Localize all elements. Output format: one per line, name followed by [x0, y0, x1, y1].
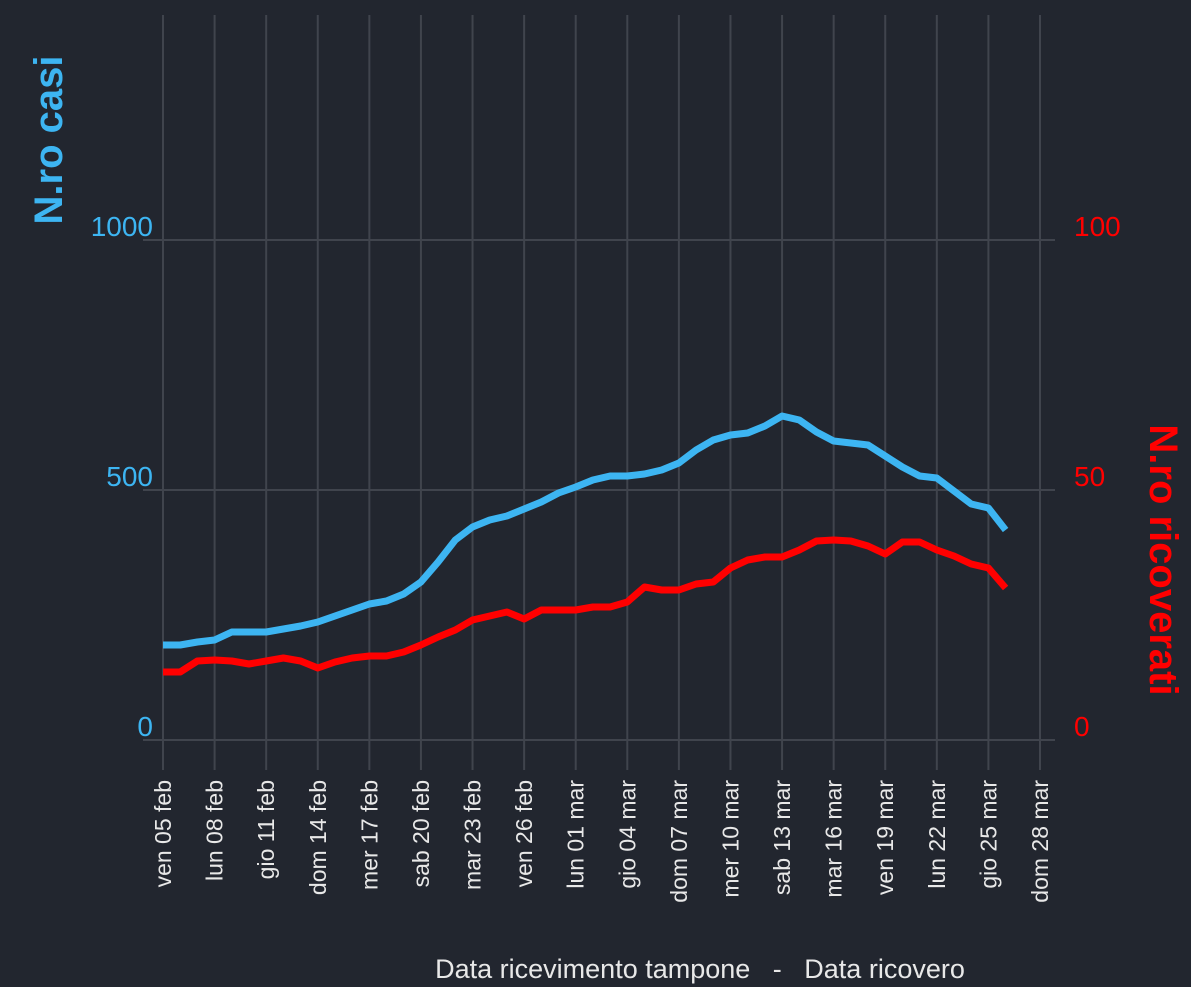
y2-tick-label: 0	[1074, 711, 1090, 742]
x-tick-label: ven 05 feb	[150, 780, 176, 887]
x-tick-label: gio 04 mar	[614, 780, 640, 889]
x-tick-label: gio 11 feb	[253, 780, 279, 879]
y-tick-label: 0	[137, 711, 153, 742]
x-tick-label: ven 19 mar	[872, 780, 898, 895]
y-axis-title: N.ro casi	[27, 56, 71, 225]
x-tick-label: dom 28 mar	[1027, 780, 1053, 903]
x-tick-label: lun 08 feb	[202, 780, 228, 881]
y2-axis-title: N.ro ricoverati	[1141, 424, 1185, 695]
series-line	[163, 412, 1009, 649]
x-tick-label: dom 07 mar	[666, 780, 692, 903]
x-tick-label: ven 26 feb	[511, 780, 537, 887]
x-tick-label: dom 14 feb	[305, 780, 331, 895]
x-tick-label: mar 23 feb	[460, 780, 486, 890]
x-axis-title: Data ricevimento tampone - Data ricovero	[435, 954, 965, 984]
y-tick-label: 1000	[91, 211, 153, 242]
x-tick-label: mer 17 feb	[356, 780, 382, 890]
y-tick-label: 500	[106, 461, 153, 492]
series-line	[163, 536, 1009, 676]
x-tick-label: lun 01 mar	[563, 780, 589, 889]
x-tick-label: gio 25 mar	[975, 780, 1001, 889]
x-tick-label: lun 22 mar	[924, 780, 950, 889]
y2-tick-label: 100	[1074, 211, 1121, 242]
x-tick-label: mar 16 mar	[821, 780, 847, 898]
x-tick-label: sab 13 mar	[769, 780, 795, 895]
x-tick-label: sab 20 feb	[408, 780, 434, 887]
x-tick-label: mer 10 mar	[717, 780, 743, 898]
y2-tick-label: 50	[1074, 461, 1105, 492]
